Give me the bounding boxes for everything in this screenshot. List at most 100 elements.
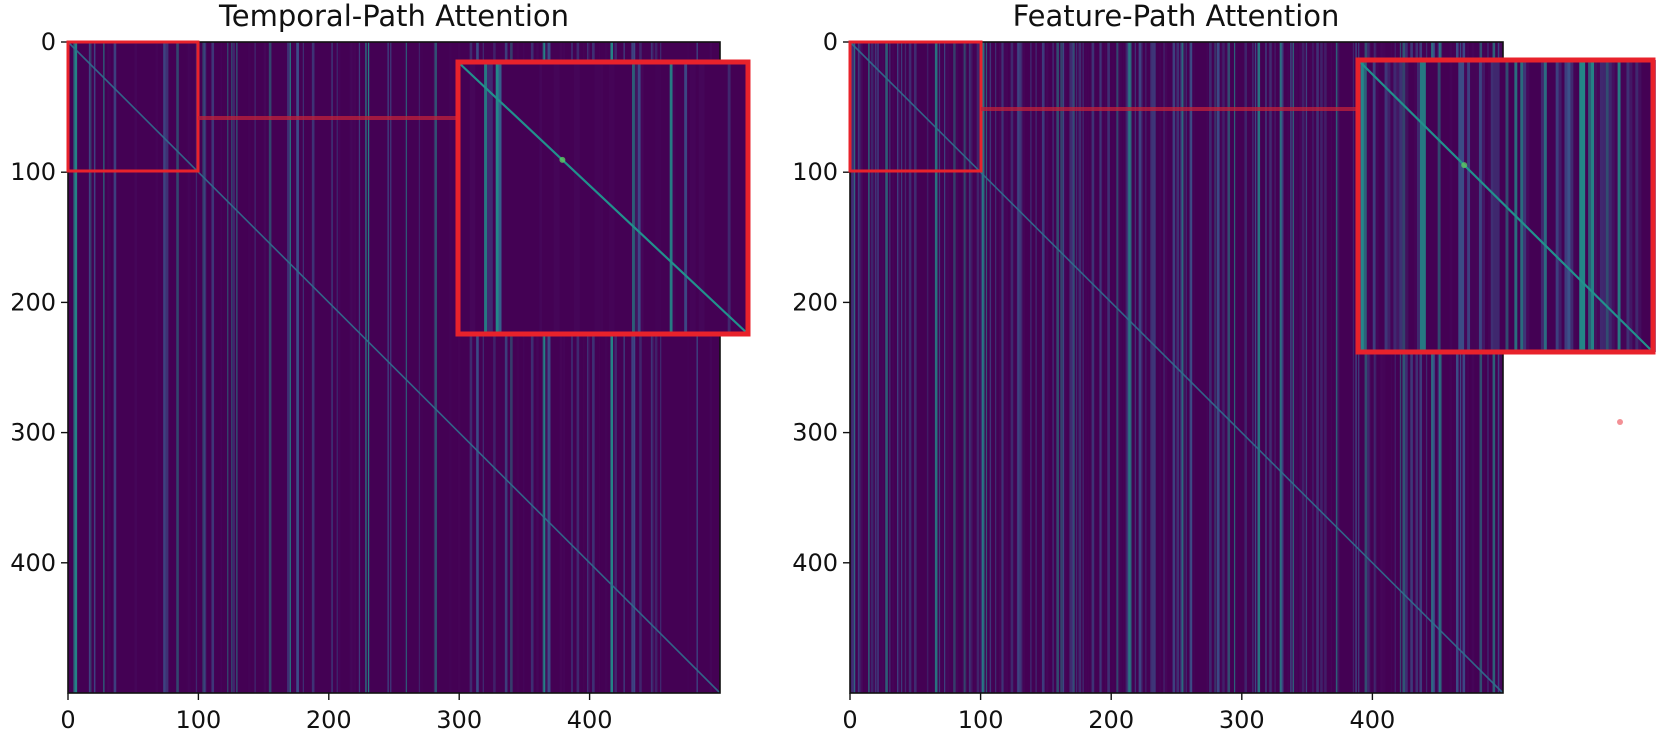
attention-column — [1090, 42, 1093, 693]
attention-column — [598, 42, 601, 693]
attention-column — [1291, 42, 1293, 693]
attention-column — [853, 42, 856, 693]
attention-column — [1390, 42, 1392, 693]
attention-column — [493, 42, 496, 693]
inset-attention-column — [1579, 60, 1586, 352]
attention-column — [1215, 42, 1217, 693]
x-tick-label: 200 — [306, 706, 352, 734]
attention-column — [563, 42, 565, 693]
attention-column — [1138, 42, 1142, 693]
attention-column — [1410, 42, 1413, 693]
x-tick-label: 0 — [842, 706, 857, 734]
attention-column — [1193, 42, 1195, 693]
attention-column — [606, 42, 608, 693]
inset-attention-column — [1384, 60, 1391, 352]
attention-column — [1224, 42, 1228, 693]
attention-column — [349, 42, 353, 693]
attention-column — [985, 42, 988, 693]
attention-column — [1151, 42, 1155, 693]
attention-column — [1150, 42, 1152, 693]
attention-column — [1292, 42, 1295, 693]
attention-column — [469, 42, 473, 693]
inset-attention-column — [608, 62, 615, 334]
inset-attention-column — [574, 62, 580, 334]
x-tick-label: 400 — [567, 706, 613, 734]
attention-column — [1425, 42, 1428, 693]
attention-column — [1402, 42, 1406, 693]
attention-column — [1499, 42, 1502, 693]
inset-attention-column — [1617, 60, 1621, 352]
attention-column — [562, 42, 564, 693]
attention-column — [571, 42, 573, 693]
inset-attention-column — [1558, 60, 1562, 352]
attention-column — [1244, 42, 1248, 693]
attention-column — [1015, 42, 1019, 693]
attention-column — [387, 42, 389, 693]
attention-column — [1394, 42, 1396, 693]
attention-column — [482, 42, 484, 693]
attention-column — [1099, 42, 1103, 693]
attention-column — [1500, 42, 1503, 693]
attention-column — [107, 42, 110, 693]
attention-column — [1112, 42, 1114, 693]
attention-column — [1382, 42, 1386, 693]
attention-column — [1364, 42, 1368, 693]
attention-column — [904, 42, 907, 693]
attention-column — [1122, 42, 1125, 693]
attention-column — [1335, 42, 1339, 693]
attention-column — [709, 42, 713, 693]
x-tick-label: 300 — [1219, 706, 1265, 734]
attention-column — [293, 42, 295, 693]
attention-column — [1030, 42, 1032, 693]
attention-column — [1017, 42, 1020, 693]
attention-column — [1380, 42, 1383, 693]
attention-column — [889, 42, 891, 693]
attention-column — [1466, 42, 1470, 693]
inset-attention-column — [1366, 60, 1370, 352]
attention-column — [559, 42, 563, 693]
inset-attention-column — [1567, 60, 1574, 352]
attention-column — [1177, 42, 1180, 693]
attention-column — [536, 42, 539, 693]
attention-column — [913, 42, 917, 693]
attention-column — [1172, 42, 1176, 693]
heatmap-columns — [73, 42, 713, 693]
attention-column — [1062, 42, 1065, 693]
y-tick-label: 300 — [10, 419, 56, 447]
attention-column — [947, 42, 950, 693]
inset-attention-column — [690, 62, 696, 334]
attention-column — [203, 42, 207, 693]
attention-column — [1449, 42, 1453, 693]
attention-column — [476, 42, 479, 693]
heatmap-columns — [850, 42, 1503, 693]
attention-column — [946, 42, 950, 693]
attention-column — [592, 42, 594, 693]
attention-column — [885, 42, 888, 693]
attention-column — [891, 42, 895, 693]
attention-column — [1375, 42, 1377, 693]
inset-peak-cell — [1461, 162, 1468, 169]
attention-column — [944, 42, 946, 693]
attention-column — [1091, 42, 1095, 693]
attention-column — [1002, 42, 1005, 693]
attention-column — [1210, 42, 1212, 693]
x-tick-label: 100 — [958, 706, 1004, 734]
zoom-region-box — [66, 40, 200, 173]
attention-column — [1085, 42, 1088, 693]
inset-attention-column — [1375, 60, 1379, 352]
attention-column — [1492, 42, 1496, 693]
attention-column — [155, 42, 158, 693]
inset-attention-column — [1599, 60, 1606, 352]
attention-column — [336, 42, 338, 693]
attention-column — [1369, 42, 1372, 693]
attention-column — [1129, 42, 1133, 693]
attention-column — [1324, 42, 1327, 693]
inset-attention-column — [594, 62, 601, 334]
attention-column — [994, 42, 997, 693]
attention-column — [631, 42, 634, 693]
attention-column — [610, 42, 614, 693]
attention-column — [530, 42, 534, 693]
attention-column — [588, 42, 590, 693]
attention-column — [1462, 42, 1466, 693]
